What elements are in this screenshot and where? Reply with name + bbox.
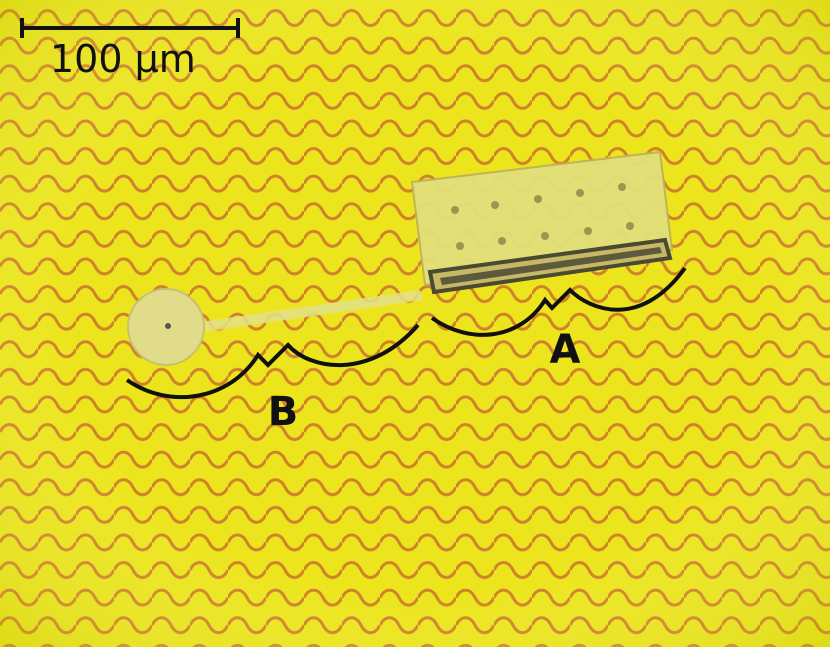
- label-a: A: [550, 327, 581, 373]
- label-b: B: [268, 389, 299, 435]
- scale-bar-label: 100 μm: [50, 37, 196, 81]
- vignette: [0, 0, 830, 647]
- micrograph: A B 100 μm: [0, 0, 830, 647]
